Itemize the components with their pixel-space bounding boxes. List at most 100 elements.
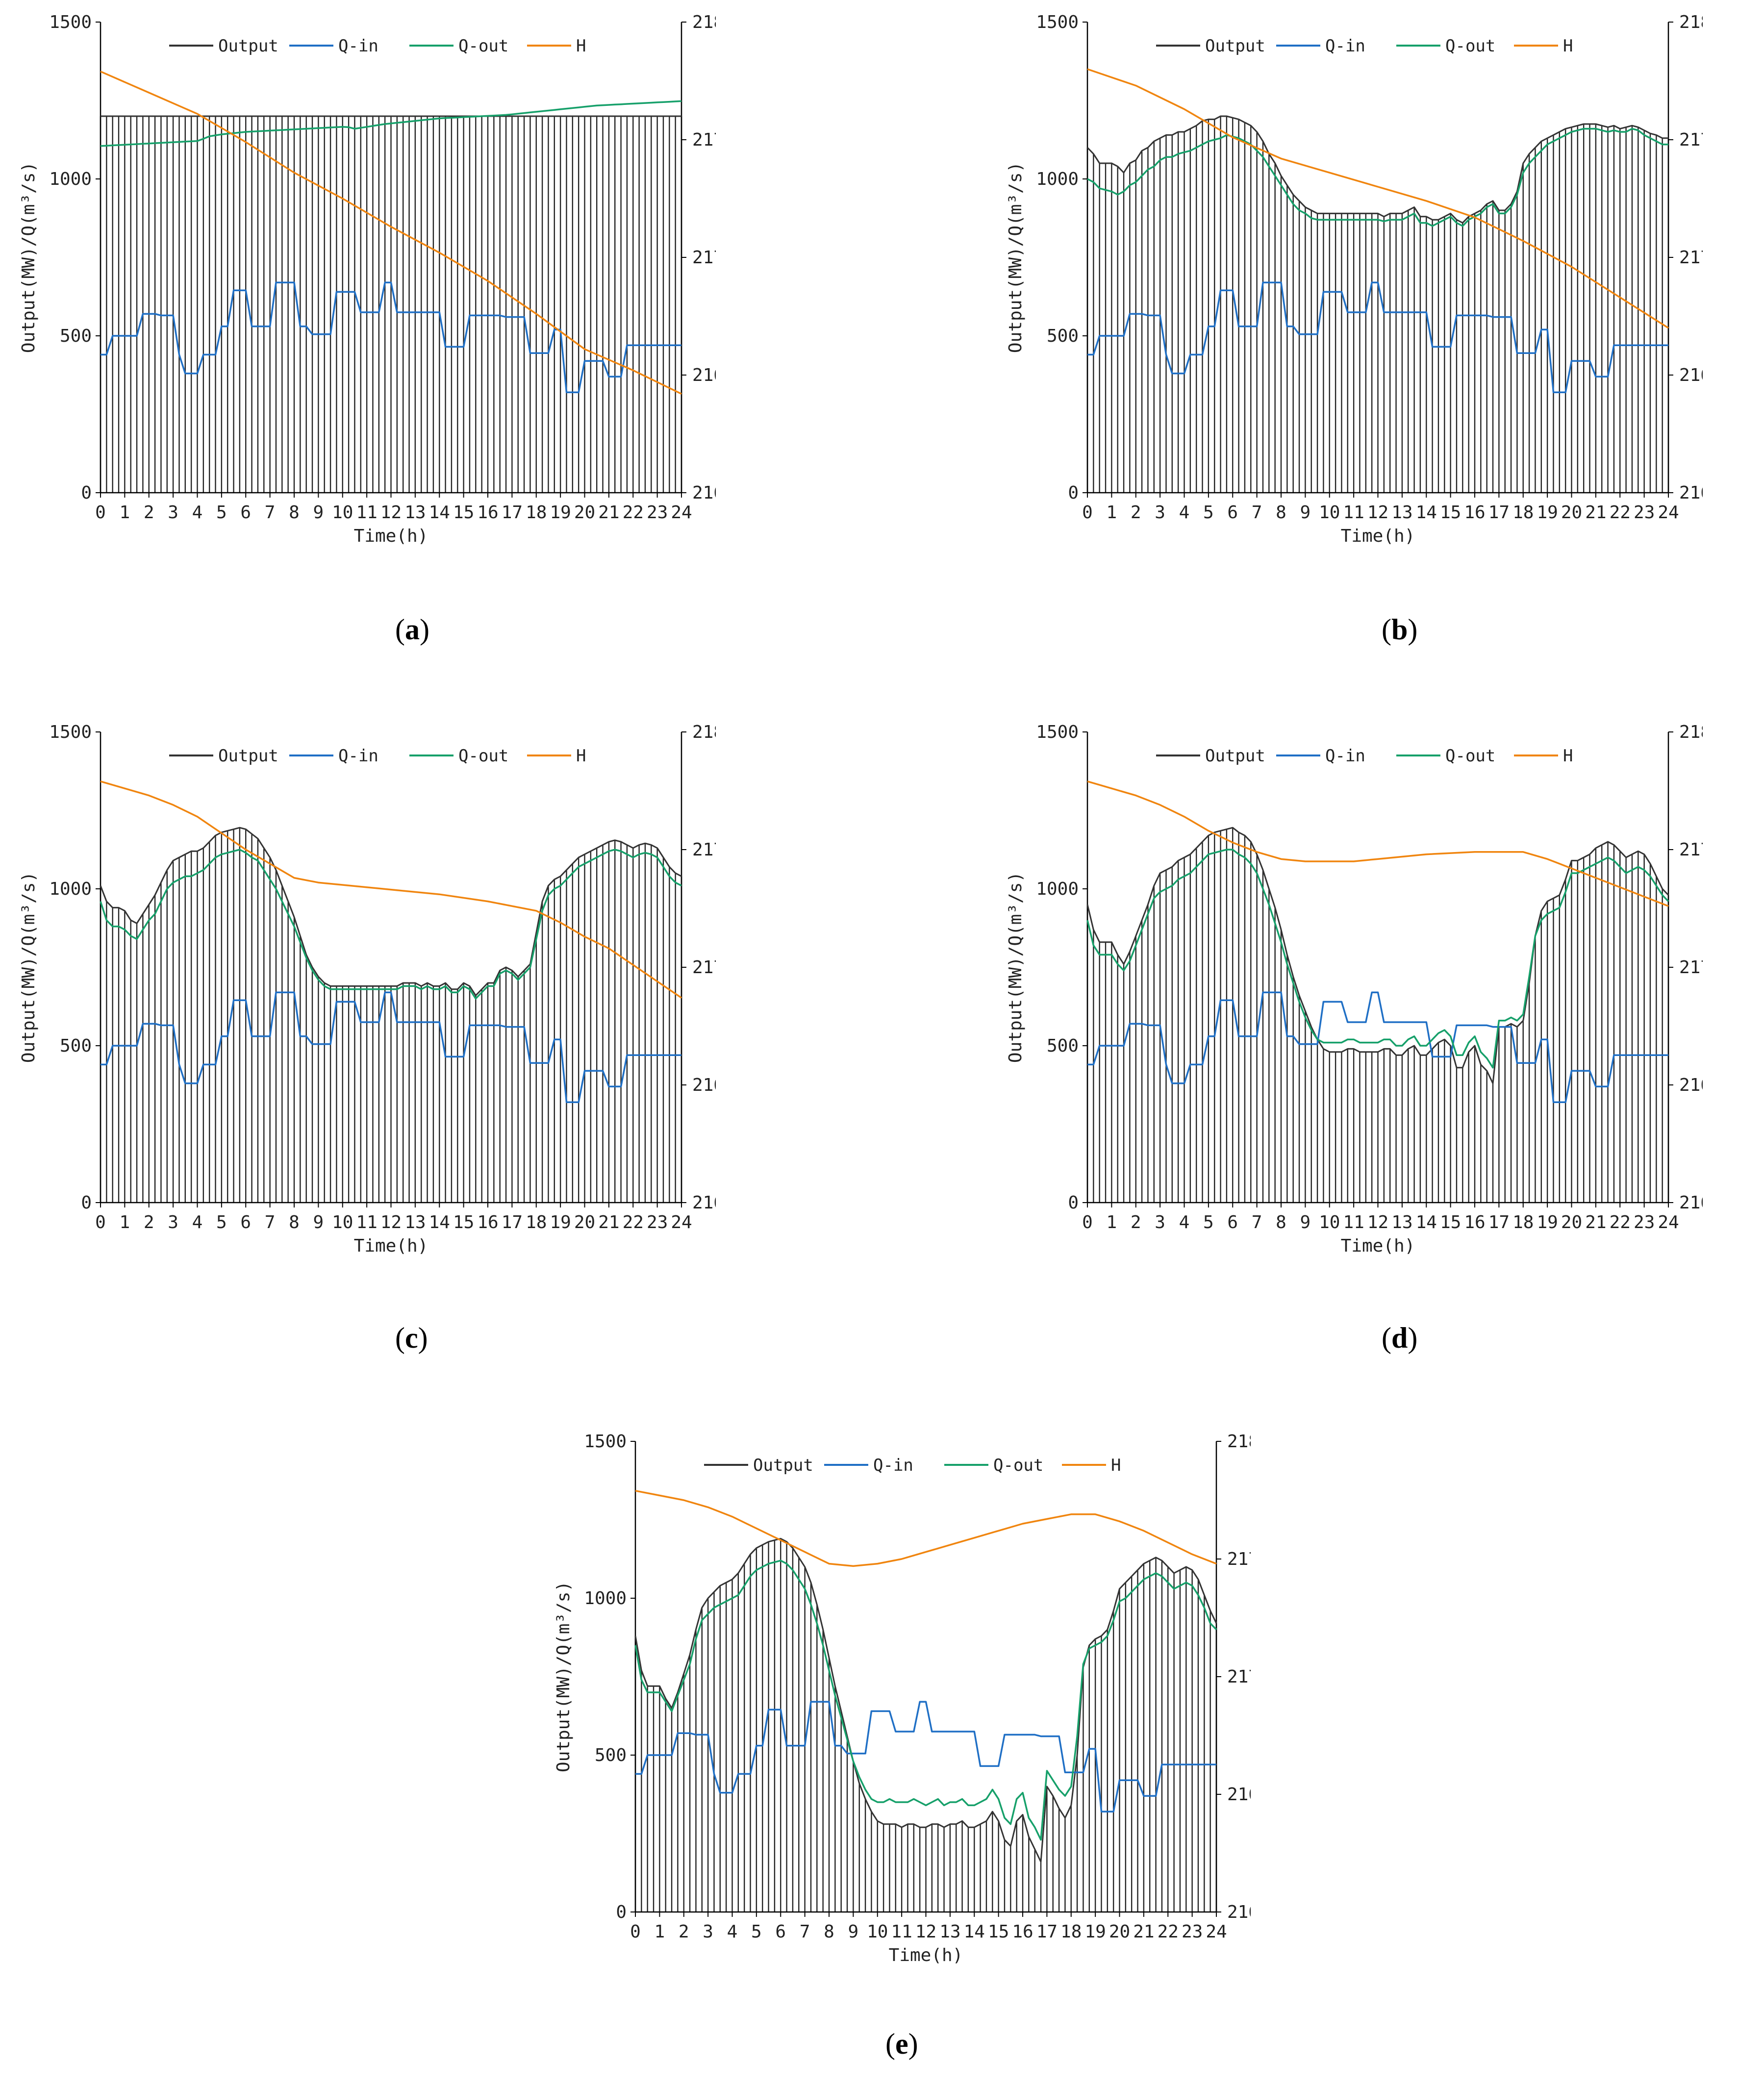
- x-tick-label: 10: [332, 1212, 353, 1232]
- x-tick-label: 2: [1131, 503, 1141, 523]
- x-tick-label: 11: [1343, 503, 1364, 523]
- series-line-h: [635, 1490, 1217, 1567]
- x-tick-label: 10: [332, 503, 353, 523]
- x-tick-label: 11: [356, 503, 377, 523]
- x-tick-label: 13: [404, 503, 426, 523]
- x-tick-label: 5: [751, 1922, 762, 1942]
- x-tick-label: 7: [1252, 503, 1262, 523]
- x-tick-label: 2: [144, 1212, 154, 1232]
- chart-svg-c: 0 1 2 3 4 5 6 7 8 9 10 11 12 13 14 15 16 17 18 19 20 21 22 23 24…: [19, 722, 716, 1256]
- y-axis-label-left: Output(MW)/Q(m³/s): [1006, 162, 1026, 353]
- x-tick-label: 23: [1634, 1212, 1655, 1232]
- legend-label-q_in: Q-in: [873, 1456, 913, 1475]
- x-tick-label: 6: [775, 1922, 786, 1942]
- x-tick-label: 8: [1276, 1212, 1286, 1232]
- x-tick-label: 7: [1252, 1212, 1262, 1232]
- series-line-q_in: [1087, 281, 1668, 393]
- series-line-output: [100, 827, 682, 997]
- series-line-h: [100, 71, 682, 395]
- legend: Output Q-in Q-out H: [704, 1456, 1121, 1475]
- y-tick-label-right: 2160: [1227, 1902, 1251, 1922]
- x-tick-label: 5: [216, 1212, 227, 1232]
- legend-label-q_out: Q-out: [993, 1456, 1043, 1475]
- x-tick-label: 9: [1300, 503, 1311, 523]
- x-tick-label: 21: [1585, 1212, 1606, 1232]
- x-tick-label: 1: [1107, 503, 1117, 523]
- x-tick-label: 2: [1131, 1212, 1141, 1232]
- x-tick-label: 19: [1084, 1922, 1106, 1942]
- y-tick-label-left: 500: [1047, 326, 1079, 346]
- x-tick-label: 23: [1182, 1922, 1203, 1942]
- y-tick-label-left: 0: [81, 1193, 92, 1213]
- y-tick-label-right: 2175: [692, 130, 716, 150]
- x-axis-label: Time(h): [1341, 1236, 1415, 1256]
- legend-label-q_out: Q-out: [458, 36, 508, 56]
- x-tick-label: 6: [240, 503, 251, 523]
- series-line-output: [634, 1537, 1217, 1863]
- x-tick-label: 20: [574, 1212, 595, 1232]
- x-tick-label: 14: [1416, 1212, 1437, 1232]
- x-tick-label: 14: [429, 1212, 450, 1232]
- x-tick-label: 6: [1227, 503, 1238, 523]
- y-tick-label-right: 2165: [692, 1075, 716, 1095]
- legend-label-h: H: [1563, 36, 1573, 56]
- caption-a-letter: a: [404, 613, 420, 646]
- x-axis-label: Time(h): [1341, 526, 1415, 546]
- y-tick-label-left: 500: [1047, 1036, 1079, 1056]
- x-tick-label: 22: [1610, 503, 1631, 523]
- x-tick-label: 2: [144, 503, 154, 523]
- legend-label-output: Output: [753, 1456, 813, 1475]
- output-bars: [100, 828, 682, 1203]
- y-tick-label-left: 1000: [1036, 879, 1079, 899]
- legend-label-q_in: Q-in: [1325, 746, 1365, 766]
- x-tick-label: 8: [1276, 503, 1286, 523]
- x-tick-label: 3: [168, 503, 178, 523]
- y-tick-label-right: 2165: [1679, 365, 1703, 385]
- y-tick-label-left: 0: [1068, 483, 1079, 503]
- series-line-output: [1086, 827, 1669, 1084]
- x-tick-label: 4: [1179, 503, 1190, 523]
- y-tick-label-right: 2180: [1679, 722, 1703, 742]
- y-tick-label-right: 2160: [692, 1193, 716, 1213]
- series-line-h: [1087, 780, 1669, 907]
- x-tick-label: 20: [1561, 1212, 1582, 1232]
- legend: Output Q-in Q-out H: [1156, 36, 1573, 56]
- legend-label-q_out: Q-out: [1445, 36, 1495, 56]
- x-tick-label: 7: [800, 1922, 810, 1942]
- y-tick-label-right: 2170: [692, 248, 716, 268]
- y-tick-label-right: 2170: [692, 957, 716, 978]
- x-tick-label: 17: [1036, 1922, 1058, 1942]
- x-tick-label: 12: [380, 503, 402, 523]
- y-tick-label-right: 2180: [692, 12, 716, 32]
- legend-label-output: Output: [218, 36, 278, 56]
- y-tick-label-left: 500: [595, 1745, 627, 1765]
- legend-label-q_out: Q-out: [1445, 746, 1495, 766]
- x-tick-label: 1: [120, 1212, 130, 1232]
- x-axis-label: Time(h): [354, 1236, 428, 1256]
- chart-svg-e: 0 1 2 3 4 5 6 7 8 9 10 11 12 13 14 15 16 17 18 19 20 21 22 23 24…: [554, 1432, 1251, 1965]
- x-tick-label: 24: [1658, 1212, 1679, 1232]
- y-tick-label-right: 2165: [1227, 1785, 1251, 1805]
- y-tick-label-right: 2170: [1227, 1667, 1251, 1687]
- y-axis-label-left: Output(MW)/Q(m³/s): [554, 1581, 574, 1772]
- x-tick-label: 1: [120, 503, 130, 523]
- x-tick-label: 20: [1109, 1922, 1130, 1942]
- x-tick-label: 22: [623, 503, 644, 523]
- x-tick-label: 0: [95, 503, 106, 523]
- x-tick-label: 9: [313, 1212, 324, 1232]
- x-tick-label: 2: [679, 1922, 689, 1942]
- x-tick-label: 16: [1464, 1212, 1485, 1232]
- y-tick-label-right: 2175: [692, 840, 716, 860]
- x-tick-label: 9: [848, 1922, 859, 1942]
- y-tick-label-right: 2160: [692, 483, 716, 503]
- series-line-q_out: [1087, 127, 1668, 227]
- x-tick-label: 13: [1391, 1212, 1412, 1232]
- caption-c: (c): [395, 1322, 428, 1354]
- x-tick-label: 14: [964, 1922, 985, 1942]
- legend: Output Q-in Q-out H: [169, 746, 586, 766]
- x-tick-label: 4: [1179, 1212, 1190, 1232]
- caption-e-letter: e: [895, 2028, 908, 2060]
- x-tick-label: 22: [1158, 1922, 1179, 1942]
- x-tick-label: 10: [1319, 503, 1340, 523]
- x-tick-label: 21: [1133, 1922, 1154, 1942]
